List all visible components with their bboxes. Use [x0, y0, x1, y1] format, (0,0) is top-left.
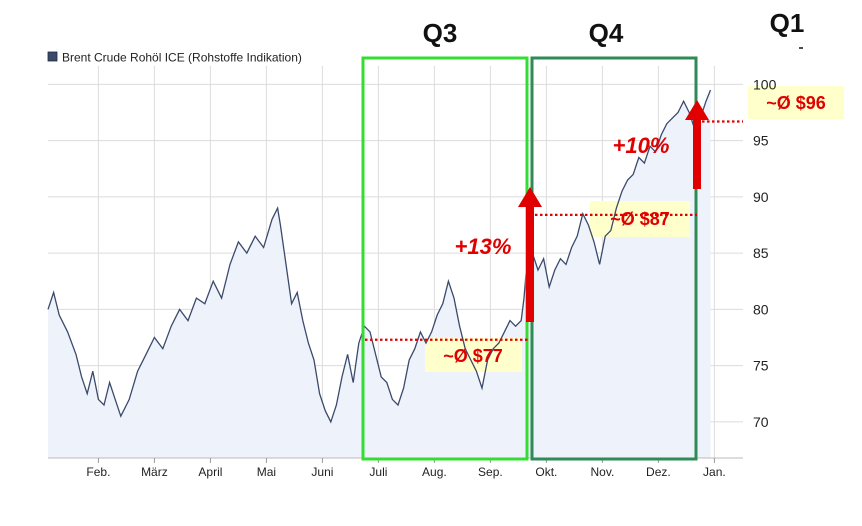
q3-avg-label: ~Ø $77 — [443, 346, 503, 366]
x-tick-label: Aug. — [422, 465, 447, 479]
legend: Brent Crude Rohöl ICE (Rohstoffe Indikat… — [47, 51, 302, 65]
y-tick-label: 80 — [753, 301, 769, 317]
y-axis-ticks: 70 75 80 85 90 95 100 — [753, 76, 777, 430]
q4-avg-highlight — [590, 201, 690, 237]
y-tick-label: 75 — [753, 358, 769, 374]
x-tick-label: März — [141, 465, 168, 479]
legend-swatch — [47, 51, 58, 62]
x-tick-label: Nov. — [591, 465, 615, 479]
y-tick-label: 100 — [753, 76, 777, 92]
x-tick-label: Sep. — [478, 465, 503, 479]
q1-avg-highlight — [748, 86, 844, 119]
legend-label: Brent Crude Rohöl ICE (Rohstoffe Indikat… — [62, 51, 302, 65]
q3-arrow-head — [518, 187, 542, 207]
x-tick-label: Mai — [257, 465, 276, 479]
x-tick-label: Juli — [369, 465, 387, 479]
y-tick-label: 90 — [753, 189, 769, 205]
x-tick-label: Jan. — [703, 465, 726, 479]
price-area-fill — [48, 90, 711, 458]
q4-arrow-head — [685, 100, 709, 120]
x-tick-label: Dez. — [646, 465, 671, 479]
price-line — [47, 89, 712, 424]
q3-arrow — [518, 187, 542, 322]
quarter-annotations: Q3 Q4 Q1 ~Ø $77 ~Ø $87 ~Ø $96 +13% +10% — [361, 8, 826, 461]
y-tick-label: 85 — [753, 245, 769, 261]
x-tick-label: Okt. — [535, 465, 557, 479]
q4-avg-label: ~Ø $87 — [610, 209, 670, 229]
x-axis-ticks: Feb. März April Mai Juni Juli Aug. Sep. Okt. Nov.… — [86, 458, 726, 479]
x-tick-label: Juni — [311, 465, 333, 479]
q4-arrow-shaft — [693, 118, 701, 189]
q3-label: Q3 — [423, 18, 458, 48]
x-tick-label: April — [198, 465, 222, 479]
q1-avg-label: ~Ø $96 — [766, 93, 826, 113]
y-tick-label: 70 — [753, 414, 769, 430]
q4-label: Q4 — [589, 18, 624, 48]
q4-arrow — [685, 100, 709, 189]
y-tick-label: 95 — [753, 133, 769, 149]
q4-change-label: +10% — [613, 133, 670, 158]
q3-arrow-shaft — [526, 205, 534, 322]
q3-change-label: +13% — [455, 234, 512, 259]
q1-label: Q1 — [770, 8, 805, 38]
x-tick-label: Feb. — [86, 465, 110, 479]
average-highlights — [425, 86, 844, 372]
